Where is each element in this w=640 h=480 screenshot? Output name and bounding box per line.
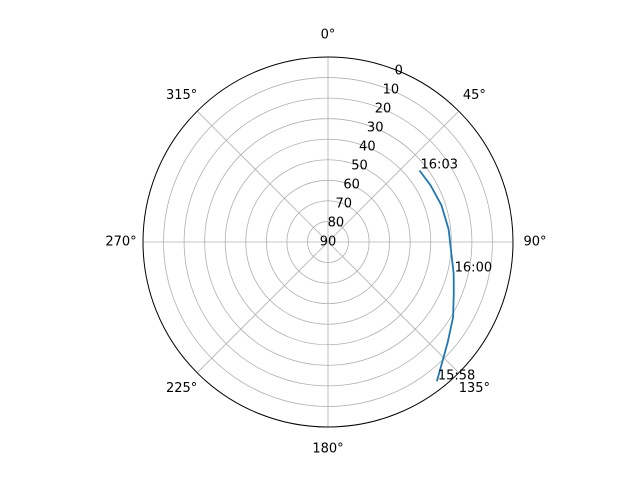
- time-annotation: 16:00: [455, 260, 492, 275]
- theta-tick-label: 225°: [166, 381, 197, 396]
- series-layer: [418, 169, 455, 382]
- r-tick-label: 60: [343, 178, 360, 193]
- theta-tick-label: 45°: [463, 88, 486, 103]
- polar-frame: [142, 56, 514, 428]
- label-layer: 0° 45° 90° 135° 180° 225° 270° 315° 0 10 20 30 40 50 6…: [105, 28, 546, 457]
- r-tick-label: 40: [359, 140, 376, 155]
- grid-layer: [143, 57, 513, 427]
- r-tick-label: 30: [367, 121, 384, 136]
- angular-gridline: [196, 110, 329, 243]
- r-tick-label: 90: [320, 235, 337, 250]
- theta-tick-label: 180°: [312, 442, 343, 457]
- theta-tick-label: 315°: [166, 88, 197, 103]
- r-tick-label: 0: [395, 64, 403, 79]
- r-tick-label: 20: [375, 102, 392, 117]
- time-annotation: 15:58: [438, 368, 475, 383]
- theta-tick-label: 0°: [321, 28, 336, 43]
- time-annotation: 16:03: [421, 158, 458, 173]
- r-tick-label: 80: [328, 216, 345, 231]
- angular-gridline: [196, 241, 329, 374]
- r-tick-label: 70: [335, 197, 352, 212]
- series-line: [418, 169, 455, 382]
- angular-gridline: [327, 241, 460, 374]
- theta-tick-label: 135°: [459, 381, 490, 396]
- theta-tick-label: 270°: [105, 235, 136, 250]
- angular-gridline: [327, 110, 460, 243]
- theta-tick-label: 90°: [523, 235, 546, 250]
- r-tick-label: 10: [383, 83, 400, 98]
- r-tick-label: 50: [351, 159, 368, 174]
